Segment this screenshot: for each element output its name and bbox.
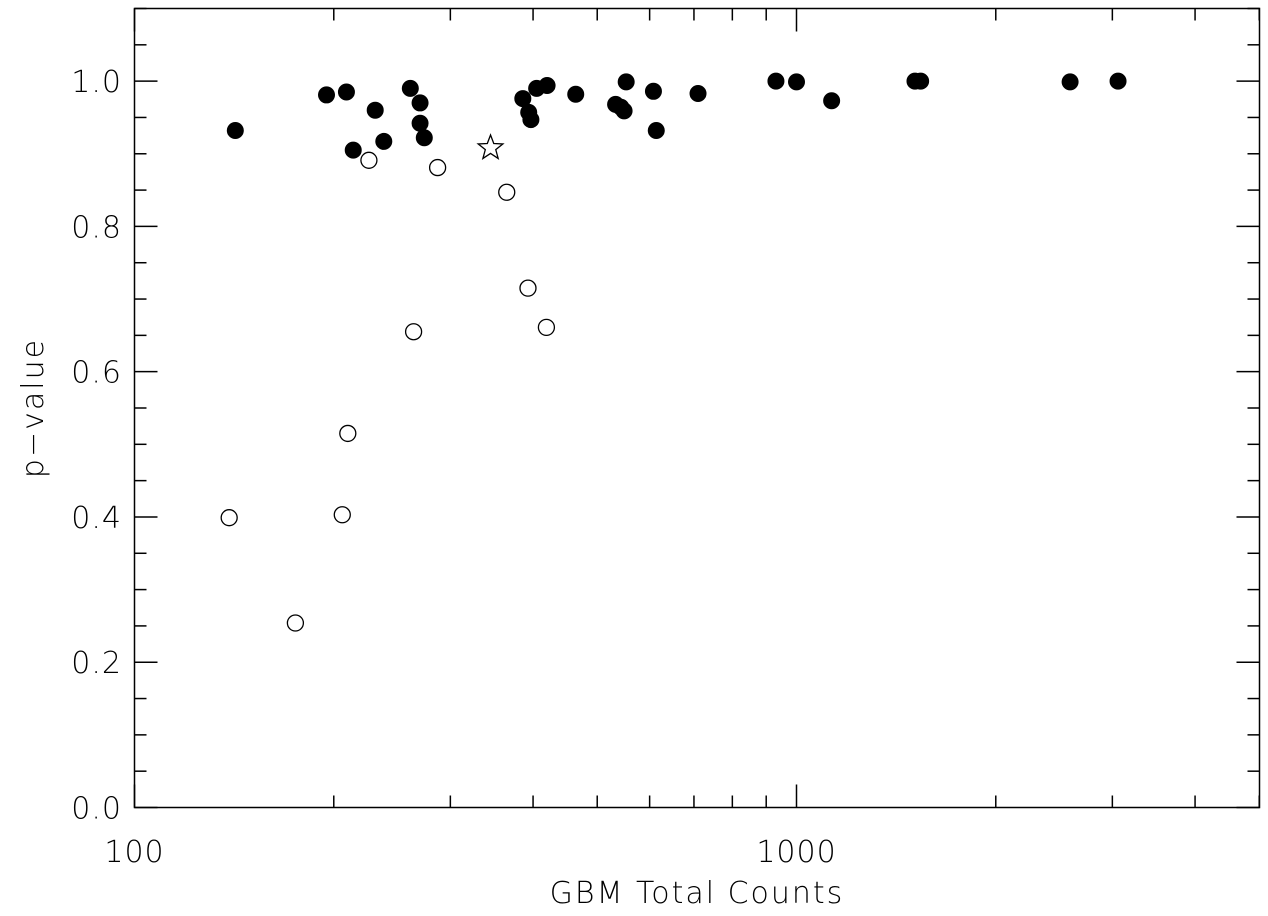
x-axis-tick-labels: 100 1000 xyxy=(104,835,836,870)
x-tick-label: 1000 xyxy=(756,835,836,870)
open-circle-point xyxy=(498,183,516,201)
filled-circle-point xyxy=(788,73,805,91)
y-tick-label: 0.0 xyxy=(71,792,122,827)
y-axis-ticks xyxy=(134,7,1260,809)
filled-circle-point xyxy=(226,122,244,140)
filled-circle-point xyxy=(767,72,785,90)
filled-circle-point xyxy=(567,85,585,103)
y-tick-label: 0.2 xyxy=(71,646,122,681)
open-circle-point xyxy=(537,318,556,337)
filled-circle-point xyxy=(366,101,384,119)
y-tick-label: 0.6 xyxy=(71,356,122,391)
y-tick-label: 0.8 xyxy=(71,210,122,245)
filled-circle-point xyxy=(647,122,665,140)
filled-circle-point xyxy=(538,76,556,94)
open-circle-point xyxy=(360,151,378,169)
filled-circle-point xyxy=(411,94,429,112)
open-circle-point xyxy=(428,158,447,177)
filled-circle-point xyxy=(415,129,433,147)
filled-circle-point xyxy=(689,84,707,102)
filled-circle-point xyxy=(318,86,336,104)
filled-circle-point xyxy=(375,132,393,150)
filled-circle-point xyxy=(644,82,662,100)
filled-circle-point xyxy=(615,102,633,120)
filled-circle-point xyxy=(411,114,429,132)
open-circle-point xyxy=(220,509,238,527)
filled-circle-point xyxy=(617,73,635,91)
x-axis-label: GBM Total Counts xyxy=(550,876,845,911)
y-tick-label: 0.4 xyxy=(71,501,122,536)
filled-circle-point xyxy=(1061,73,1079,91)
filled-circle-point xyxy=(344,141,362,159)
filled-circle-point xyxy=(522,111,540,129)
x-tick-label: 100 xyxy=(104,835,164,870)
star-point xyxy=(476,133,505,160)
filled-circle-point xyxy=(337,83,355,101)
y-axis-label: p−value xyxy=(16,338,51,478)
filled-circle-point xyxy=(912,72,930,90)
filled-circle-point xyxy=(823,92,841,110)
filled-circle-point xyxy=(1109,72,1127,90)
open-circle-point xyxy=(339,424,357,443)
x-axis-ticks xyxy=(133,8,1260,808)
open-circle-point xyxy=(333,506,351,524)
open-circle-point xyxy=(404,323,423,341)
data-markers xyxy=(220,72,1127,632)
open-circle-point xyxy=(519,279,537,297)
y-axis-tick-labels: 0.0 0.2 0.4 0.6 0.8 1.0 xyxy=(71,65,122,827)
open-circle-point xyxy=(286,614,305,632)
filled-circle-point xyxy=(401,79,419,97)
plot-frame xyxy=(133,7,1261,809)
y-tick-label: 1.0 xyxy=(71,65,122,100)
